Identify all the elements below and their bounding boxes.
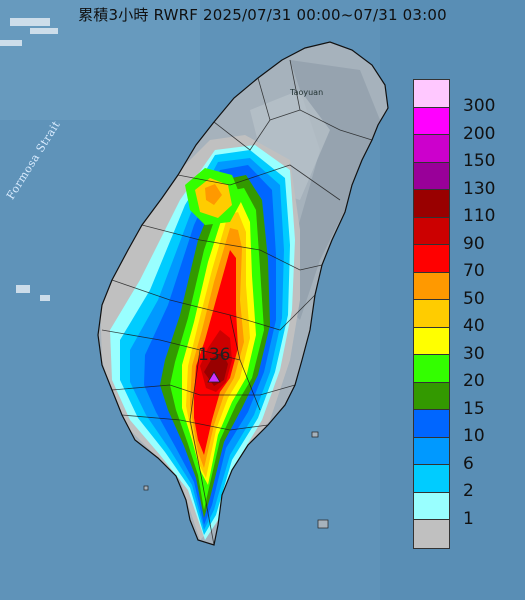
legend-swatch xyxy=(414,272,449,300)
legend-swatch xyxy=(414,382,449,410)
legend-swatch xyxy=(414,80,449,108)
legend-swatch xyxy=(414,355,449,383)
legend-swatch xyxy=(414,327,449,355)
taiwan-coastline xyxy=(97,41,389,546)
legend-label: 15 xyxy=(463,398,485,419)
legend-label: 150 xyxy=(463,151,496,171)
cloud-patches xyxy=(0,18,58,301)
legend-label: 1 xyxy=(463,508,474,529)
legend-swatch xyxy=(414,492,449,520)
legend-swatch xyxy=(414,107,449,135)
legend-swatch xyxy=(414,245,449,273)
legend-swatch xyxy=(414,190,449,218)
map-title: 累積3小時 RWRF 2025/07/31 00:00~07/31 03:00 xyxy=(78,6,447,24)
legend-label: 90 xyxy=(463,233,485,254)
legend-label: 50 xyxy=(463,288,485,309)
legend-swatch xyxy=(414,300,449,328)
liuqiu-island xyxy=(143,485,149,491)
legend-swatch xyxy=(414,162,449,190)
city-label: Taoyuan xyxy=(290,88,324,97)
orchid-island xyxy=(317,519,329,529)
legend-label: 10 xyxy=(463,426,485,446)
legend-swatch xyxy=(414,410,449,438)
legend-label: 2 xyxy=(463,481,474,501)
legend-label: 70 xyxy=(463,261,485,281)
legend-swatch xyxy=(414,437,449,465)
legend-label: 130 xyxy=(463,178,496,199)
legend-label: 6 xyxy=(463,453,474,474)
legend-swatch xyxy=(414,465,449,493)
legend-swatch xyxy=(414,520,449,548)
color-legend xyxy=(413,79,450,549)
legend-swatch xyxy=(414,217,449,245)
peak-value-label: 136 xyxy=(198,345,231,365)
peak-marker xyxy=(207,371,221,383)
legend-label: 20 xyxy=(463,371,485,391)
legend-label: 30 xyxy=(463,343,485,364)
legend-label: 40 xyxy=(463,316,485,336)
legend-swatch xyxy=(414,135,449,163)
legend-label: 200 xyxy=(463,123,496,144)
legend-label: 300 xyxy=(463,96,496,116)
green-island xyxy=(311,431,319,438)
legend-label: 110 xyxy=(463,206,496,226)
